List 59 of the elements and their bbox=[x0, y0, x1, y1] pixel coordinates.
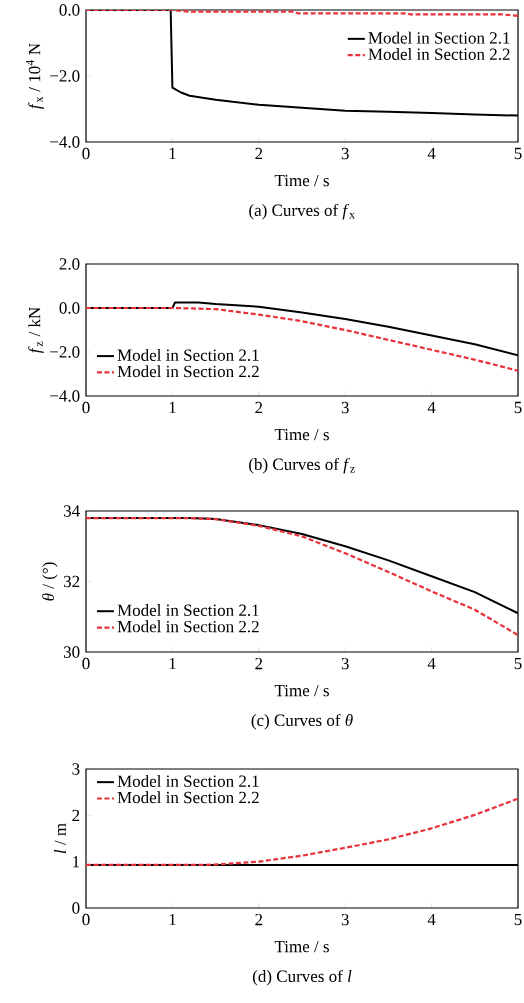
x-tick-label: 0 bbox=[82, 913, 90, 926]
legend-label: Model in Section 2.1 bbox=[368, 31, 510, 44]
y-axis-title: θ / (°) bbox=[42, 562, 58, 601]
x-tick-label: 4 bbox=[427, 913, 436, 926]
x-tick-label: 2 bbox=[255, 401, 263, 414]
line-series bbox=[86, 516, 518, 637]
y-tick-label: 3 bbox=[72, 763, 80, 775]
x-axis-title: Time / s bbox=[274, 684, 329, 697]
x-tick-label: 2 bbox=[255, 913, 263, 926]
x-tick-label: 3 bbox=[341, 401, 349, 414]
y-tick-label: −2.0 bbox=[50, 70, 80, 82]
y-tick-label: −2.0 bbox=[50, 346, 80, 358]
y-tick-label: 0.0 bbox=[59, 302, 80, 314]
x-axis-title: Time / s bbox=[274, 428, 329, 441]
y-tick-label: −4.0 bbox=[50, 136, 80, 148]
y-axis-title: f$_{z}$ / kN bbox=[28, 307, 44, 354]
x-tick-label: 3 bbox=[341, 913, 349, 926]
y-tick-label: 32 bbox=[63, 575, 80, 588]
legend-label: Model in Section 2.1 bbox=[117, 604, 259, 617]
y-tick-label: 34 bbox=[63, 505, 80, 517]
x-axis-title: Time / s bbox=[274, 940, 329, 953]
x-tick-label: 1 bbox=[169, 657, 176, 670]
y-tick-label: −4.0 bbox=[50, 390, 80, 402]
x-tick-label: 5 bbox=[514, 147, 522, 160]
legend-label: Model in Section 2.2 bbox=[368, 48, 510, 61]
text: (c) Curves of θ bbox=[251, 713, 353, 730]
x-tick-label: 4 bbox=[427, 657, 436, 670]
x-tick-label: 5 bbox=[514, 657, 522, 670]
y-tick-label: 1 bbox=[73, 856, 80, 868]
x-tick-label: 0 bbox=[82, 401, 90, 414]
x-tick-label: 3 bbox=[341, 147, 349, 160]
x-tick-label: 2 bbox=[255, 657, 263, 670]
x-tick-label: 0 bbox=[82, 147, 90, 160]
legend-label: Model in Section 2.1 bbox=[117, 774, 259, 788]
x-axis-title: Time / s bbox=[274, 174, 329, 187]
y-tick-label: 30 bbox=[63, 646, 80, 658]
legend-label: Model in Section 2.2 bbox=[117, 365, 259, 378]
text: (d) Curves of l bbox=[252, 969, 352, 986]
x-tick-label: 5 bbox=[514, 913, 522, 926]
x-tick-label: 1 bbox=[169, 401, 176, 414]
text: (a) Curves of f$_{x}$ bbox=[249, 203, 355, 220]
x-tick-label: 3 bbox=[341, 657, 349, 670]
y-tick-label: 0.0 bbox=[59, 4, 80, 16]
x-tick-label: 5 bbox=[514, 401, 522, 414]
y-tick-label: 2 bbox=[72, 809, 80, 821]
x-tick-label: 4 bbox=[427, 147, 436, 160]
y-tick-label: 0 bbox=[72, 902, 80, 914]
legend-label: Model in Section 2.1 bbox=[117, 348, 259, 361]
y-tick-label: 2.0 bbox=[59, 258, 80, 270]
text: (b) Curves of f$_{z}$ bbox=[249, 457, 355, 474]
y-axis-title: f$_{x}$ / 10$^{4}$ N bbox=[26, 43, 44, 109]
legend-label: Model in Section 2.2 bbox=[117, 620, 259, 633]
y-axis-title: l / m bbox=[54, 823, 67, 854]
x-tick-label: 1 bbox=[169, 147, 176, 160]
x-tick-label: 2 bbox=[255, 147, 263, 160]
x-tick-label: 1 bbox=[169, 913, 176, 926]
x-tick-label: 0 bbox=[82, 657, 90, 670]
legend-label: Model in Section 2.2 bbox=[117, 791, 259, 804]
x-tick-label: 4 bbox=[427, 401, 436, 414]
